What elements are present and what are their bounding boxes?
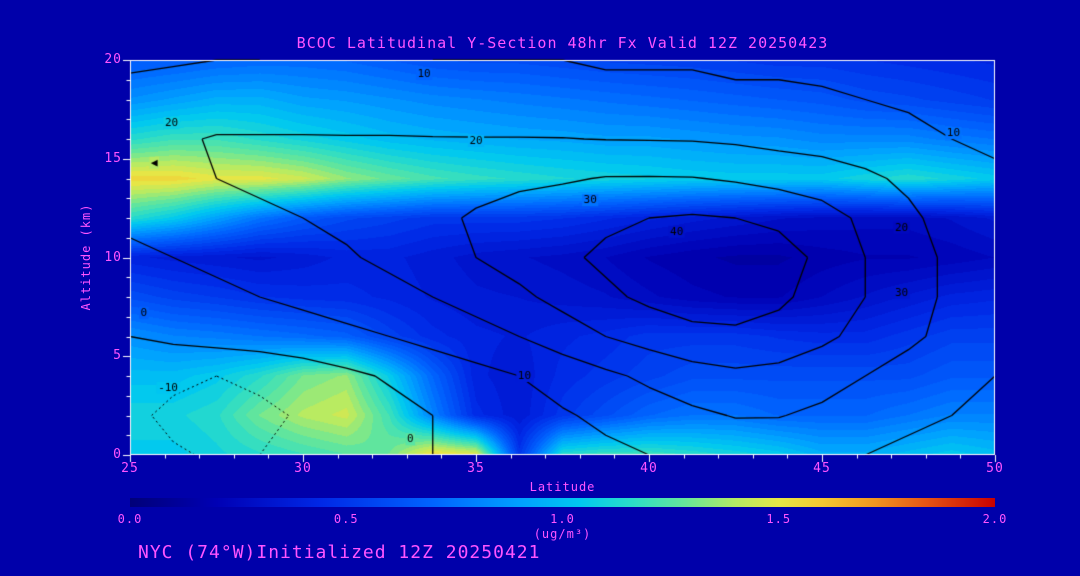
colorbar-unit-label: (ug/m³) [533, 527, 592, 541]
x-tick-label: 40 [640, 461, 658, 476]
y-tick-label: 15 [104, 150, 122, 166]
y-tick-label: 5 [113, 348, 122, 364]
colorbar-tick-label: 2.0 [982, 512, 1008, 526]
colorbar-tick-label: 1.5 [766, 512, 792, 526]
colorbar-tick-label: 0.0 [117, 512, 143, 526]
y-axis-label: Altitude (km) [79, 203, 93, 311]
x-tick-label: 30 [294, 461, 312, 476]
y-tick-label: 20 [104, 52, 122, 67]
colorbar-tick-label: 0.5 [333, 512, 359, 526]
x-tick-label: 25 [121, 461, 139, 476]
x-axis-label: Latitude [529, 480, 596, 494]
y-tick-label: 10 [104, 249, 122, 265]
y-tick-label: 0 [113, 447, 122, 462]
x-tick-label: 35 [467, 461, 485, 476]
page-title: BCOC Latitudinal Y-Section 48hr Fx Valid… [296, 34, 829, 52]
x-tick-label: 45 [813, 461, 831, 476]
x-tick-label: 50 [986, 461, 1004, 476]
footer-run-info: NYC (74°W)Initialized 12Z 20250421 [138, 542, 541, 563]
colorbar-tick-label: 1.0 [550, 512, 575, 526]
colorbar-gradient [130, 498, 995, 507]
